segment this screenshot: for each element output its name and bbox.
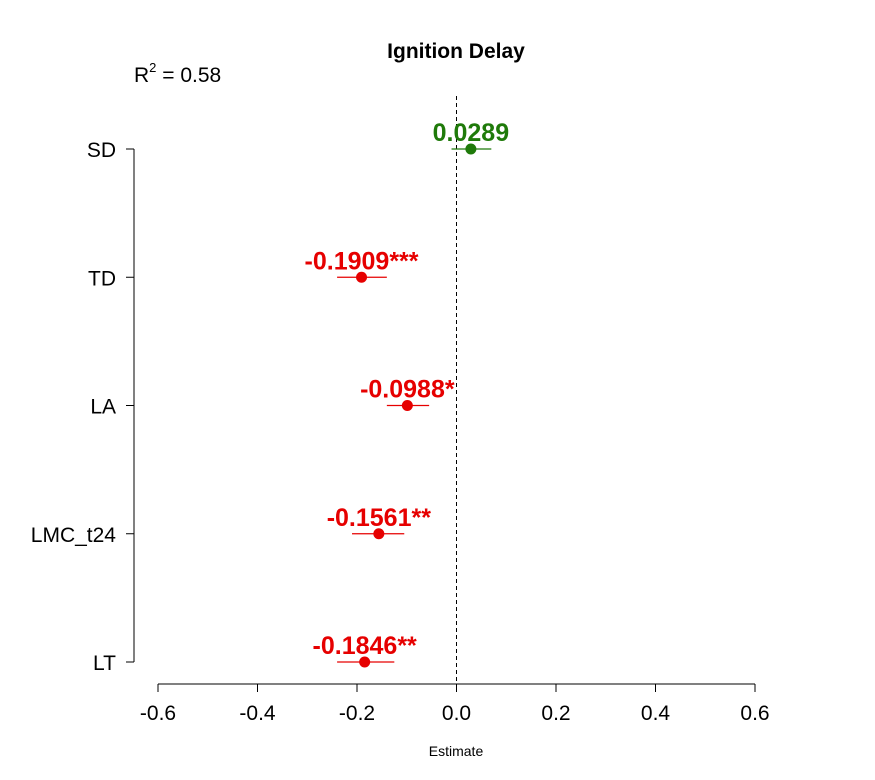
estimate-label: -0.1846** (313, 632, 418, 660)
r2-superscript: 2 (149, 60, 156, 75)
y-tick-label: LMC_t24 (31, 524, 117, 547)
estimate-point (359, 656, 371, 668)
estimate-label: -0.0988* (360, 376, 455, 404)
x-tick-label: -0.2 (339, 702, 375, 725)
r2-prefix: R (134, 64, 149, 87)
x-tick-label: 0.0 (442, 702, 471, 725)
estimate-point (356, 271, 368, 283)
estimate-label: -0.1561** (327, 504, 432, 532)
r-squared-annotation: R2 = 0.58 (134, 60, 221, 87)
x-axis-label: Estimate (429, 743, 484, 759)
estimate-label: 0.0289 (433, 119, 509, 147)
x-tick-label: 0.6 (740, 702, 769, 725)
x-tick-label: -0.4 (239, 702, 276, 725)
x-axis: -0.6 -0.4 -0.2 0.0 0.2 0.4 0.6 (140, 683, 770, 725)
chart-title: Ignition Delay (387, 40, 525, 63)
x-tick-label: 0.2 (541, 702, 570, 725)
y-tick-label: LT (93, 652, 116, 675)
x-tick-label: -0.6 (140, 702, 176, 725)
estimate-point (401, 400, 413, 411)
estimate-marks: 0.0289 -0.1909*** -0.0988* -0.1561** -0.1846… (305, 119, 509, 668)
x-tick-label: 0.4 (641, 702, 671, 725)
r2-value: = 0.58 (156, 64, 221, 87)
y-tick-label: LA (90, 396, 116, 419)
estimate-point (465, 143, 477, 155)
y-axis: SD TD LA LMC_t24 LT (31, 139, 135, 675)
estimate-label: -0.1909*** (305, 247, 419, 275)
y-tick-label: TD (88, 267, 116, 290)
estimate-point (373, 528, 385, 540)
y-tick-label: SD (87, 139, 116, 162)
